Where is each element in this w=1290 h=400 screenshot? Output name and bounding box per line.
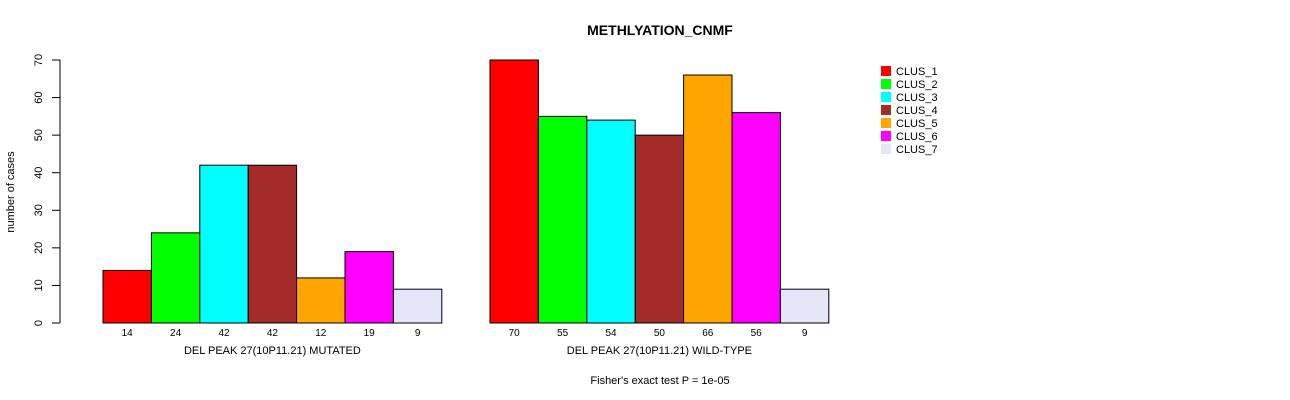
legend-label: CLUS_5 bbox=[896, 118, 938, 130]
y-tick-label: 50 bbox=[33, 129, 45, 141]
bar bbox=[489, 59, 539, 324]
fisher-test-note: Fisher's exact test P = 1e-05 bbox=[590, 375, 729, 387]
legend-label: CLUS_3 bbox=[896, 92, 938, 104]
group-x-label: DEL PEAK 27(10P11.21) WILD-TYPE bbox=[567, 345, 752, 357]
bar bbox=[537, 115, 588, 324]
legend-swatch bbox=[881, 79, 891, 89]
legend-label: CLUS_7 bbox=[896, 144, 938, 156]
bar bbox=[634, 134, 685, 324]
bar-count-label: 70 bbox=[509, 328, 521, 339]
y-tick-label: 20 bbox=[33, 242, 45, 254]
legend-item: CLUS_5 bbox=[881, 118, 938, 130]
legend-item: CLUS_3 bbox=[881, 92, 938, 104]
y-axis: 0 10 20 30 40 50 60 70 bbox=[33, 54, 61, 326]
legend-swatch bbox=[881, 131, 891, 141]
bar-count-label: 50 bbox=[654, 328, 666, 339]
bar-count-label: 14 bbox=[122, 328, 134, 339]
bar-count-label: 55 bbox=[557, 328, 569, 339]
legend-swatch bbox=[881, 105, 891, 115]
bar bbox=[586, 119, 636, 324]
bar-groups: 14 24 42 42 12 19 9 DEL PEAK 27(10P11.21) MUTAT… bbox=[102, 59, 830, 357]
legend-item: CLUS_7 bbox=[881, 144, 938, 156]
chart-title: METHLYATION_CNMF bbox=[587, 22, 733, 38]
bar-count-label: 24 bbox=[170, 328, 182, 339]
legend-swatch bbox=[881, 144, 891, 154]
bar bbox=[392, 288, 443, 324]
bar-count-label: 9 bbox=[415, 328, 421, 339]
bar-count-label: 66 bbox=[702, 328, 714, 339]
legend-label: CLUS_2 bbox=[896, 79, 938, 91]
legend-item: CLUS_2 bbox=[881, 79, 938, 91]
bar-count-label: 54 bbox=[605, 328, 617, 339]
bar bbox=[683, 74, 733, 324]
bar-count-label: 12 bbox=[315, 328, 327, 339]
bar-count-label: 42 bbox=[218, 328, 230, 339]
legend: CLUS_1CLUS_2CLUS_3CLUS_4CLUS_5CLUS_6CLUS… bbox=[881, 66, 938, 156]
legend-label: CLUS_6 bbox=[896, 131, 938, 143]
legend-swatch bbox=[881, 92, 891, 102]
y-tick-label: 60 bbox=[33, 91, 45, 103]
bar bbox=[247, 164, 298, 324]
bar-count-label: 42 bbox=[267, 328, 279, 339]
legend-item: CLUS_1 bbox=[881, 66, 938, 78]
bar-count-label: 9 bbox=[802, 328, 808, 339]
bar bbox=[344, 251, 394, 324]
bar bbox=[150, 232, 201, 324]
bar bbox=[731, 112, 781, 324]
bar bbox=[779, 288, 830, 324]
bar-count-label: 19 bbox=[364, 328, 376, 339]
legend-item: CLUS_6 bbox=[881, 131, 938, 143]
legend-item: CLUS_4 bbox=[881, 105, 938, 117]
y-tick-label: 10 bbox=[33, 279, 45, 291]
legend-swatch bbox=[881, 66, 891, 76]
y-tick-label: 40 bbox=[33, 167, 45, 179]
y-tick-label: 30 bbox=[33, 204, 45, 216]
group-x-label: DEL PEAK 27(10P11.21) MUTATED bbox=[184, 345, 361, 357]
bar bbox=[199, 164, 249, 324]
legend-label: CLUS_4 bbox=[896, 105, 938, 117]
y-axis-label: number of cases bbox=[5, 151, 17, 233]
bar bbox=[296, 277, 346, 324]
legend-label: CLUS_1 bbox=[896, 66, 938, 78]
y-tick-label: 0 bbox=[33, 320, 45, 326]
bar bbox=[102, 269, 152, 324]
bar-group: 70 55 54 50 66 56 9 DEL PEAK 27(10P11.21) WILD-… bbox=[489, 59, 830, 357]
bar-group: 14 24 42 42 12 19 9 DEL PEAK 27(10P11.21) MUTAT… bbox=[102, 164, 443, 357]
y-tick-label: 70 bbox=[33, 54, 45, 66]
legend-swatch bbox=[881, 118, 891, 128]
bar-count-label: 56 bbox=[751, 328, 763, 339]
